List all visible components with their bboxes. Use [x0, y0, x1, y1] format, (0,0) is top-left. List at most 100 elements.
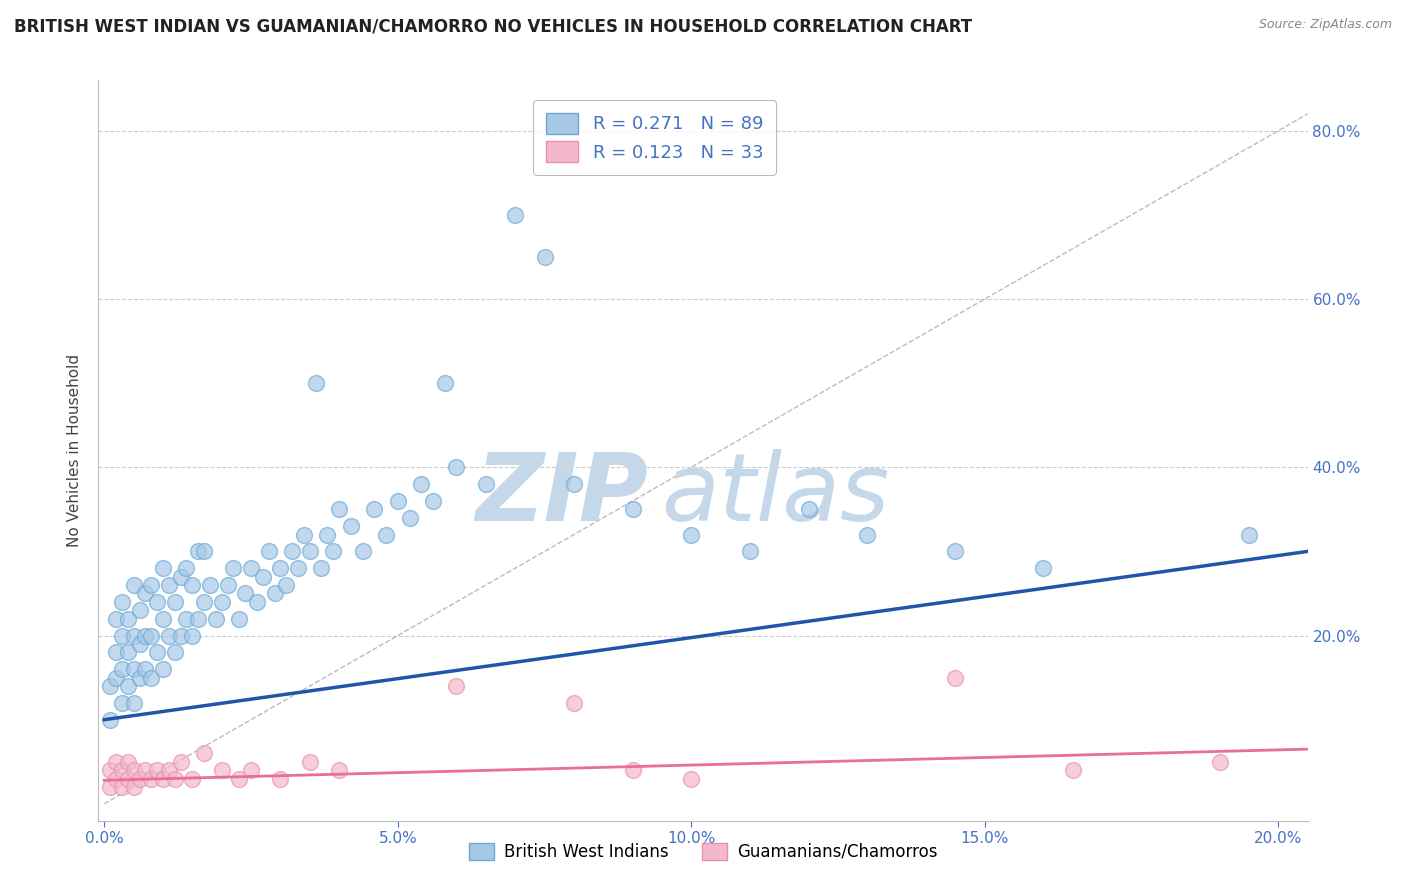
Point [152, 772, 174, 786]
Point [117, 755, 139, 769]
Text: Source: ZipAtlas.com: Source: ZipAtlas.com [1258, 18, 1392, 31]
Point [856, 527, 879, 541]
Point [157, 763, 180, 777]
Point [111, 763, 134, 777]
Point [157, 628, 180, 642]
Point [152, 612, 174, 626]
Point [105, 755, 128, 769]
Point [141, 671, 163, 685]
Point [163, 772, 186, 786]
Point [98, 679, 121, 693]
Point [269, 561, 291, 575]
Point [117, 612, 139, 626]
Point [204, 612, 226, 626]
Text: ZIP: ZIP [475, 449, 648, 541]
Legend: R = 0.271   N = 89, R = 0.123   N = 33: R = 0.271 N = 89, R = 0.123 N = 33 [533, 101, 776, 175]
Point [146, 645, 169, 659]
Point [298, 755, 321, 769]
Text: atlas: atlas [661, 450, 889, 541]
Point [117, 645, 139, 659]
Point [163, 595, 186, 609]
Point [134, 763, 156, 777]
Point [398, 510, 420, 524]
Point [181, 772, 204, 786]
Point [228, 772, 250, 786]
Point [340, 519, 363, 533]
Point [146, 595, 169, 609]
Point [134, 628, 156, 642]
Point [211, 763, 233, 777]
Point [105, 612, 128, 626]
Point [233, 586, 256, 600]
Point [246, 595, 269, 609]
Point [98, 713, 121, 727]
Point [681, 527, 703, 541]
Point [105, 645, 128, 659]
Point [128, 637, 150, 651]
Point [169, 628, 191, 642]
Point [111, 780, 134, 794]
Point [433, 376, 456, 391]
Point [128, 603, 150, 617]
Point [276, 578, 298, 592]
Point [681, 772, 703, 786]
Point [263, 586, 285, 600]
Point [111, 662, 134, 676]
Point [152, 662, 174, 676]
Point [163, 645, 186, 659]
Point [240, 763, 263, 777]
Point [375, 527, 398, 541]
Point [217, 578, 239, 592]
Point [562, 477, 585, 491]
Point [222, 561, 245, 575]
Point [169, 755, 191, 769]
Point [1237, 527, 1260, 541]
Point [198, 578, 221, 592]
Point [176, 612, 198, 626]
Point [533, 250, 555, 264]
Point [134, 586, 156, 600]
Point [122, 696, 145, 710]
Point [111, 595, 134, 609]
Point [257, 544, 280, 558]
Point [797, 502, 820, 516]
Point [193, 544, 215, 558]
Point [475, 477, 498, 491]
Point [128, 772, 150, 786]
Point [111, 628, 134, 642]
Point [157, 578, 180, 592]
Point [945, 671, 967, 685]
Point [363, 502, 385, 516]
Point [621, 502, 644, 516]
Point [117, 772, 139, 786]
Point [352, 544, 374, 558]
Point [298, 544, 321, 558]
Point [122, 763, 145, 777]
Point [228, 612, 250, 626]
Point [446, 679, 468, 693]
Point [187, 612, 209, 626]
Point [105, 772, 128, 786]
Point [111, 696, 134, 710]
Point [193, 747, 215, 761]
Point [1208, 755, 1230, 769]
Point [422, 494, 444, 508]
Point [128, 671, 150, 685]
Point [211, 595, 233, 609]
Point [292, 527, 315, 541]
Point [738, 544, 761, 558]
Point [193, 595, 215, 609]
Y-axis label: No Vehicles in Household: No Vehicles in Household [67, 354, 83, 547]
Point [141, 628, 163, 642]
Point [945, 544, 967, 558]
Text: BRITISH WEST INDIAN VS GUAMANIAN/CHAMORRO NO VEHICLES IN HOUSEHOLD CORRELATION C: BRITISH WEST INDIAN VS GUAMANIAN/CHAMORR… [14, 18, 972, 36]
Point [269, 772, 291, 786]
Point [252, 569, 274, 583]
Point [117, 679, 139, 693]
Point [411, 477, 433, 491]
Point [176, 561, 198, 575]
Point [122, 628, 145, 642]
Point [503, 208, 526, 222]
Point [152, 561, 174, 575]
Point [181, 628, 204, 642]
